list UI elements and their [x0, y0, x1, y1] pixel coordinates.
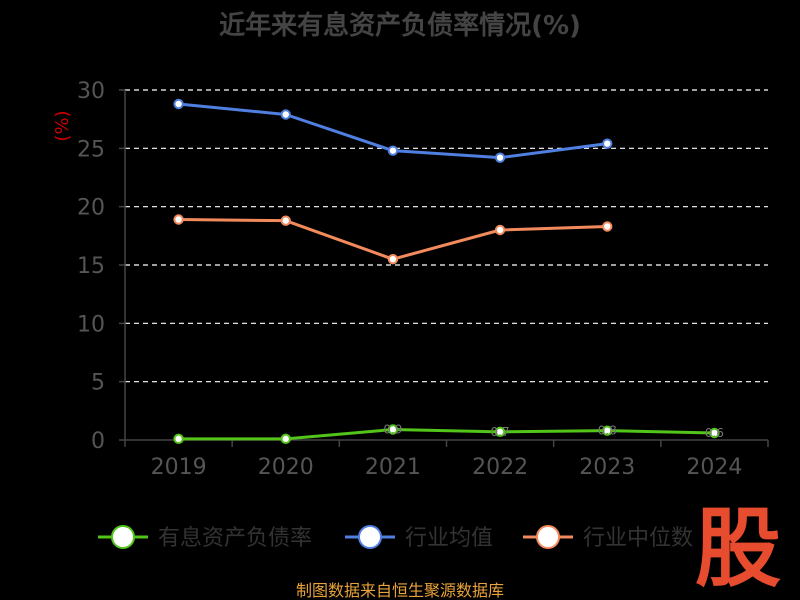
chart-title: 近年来有息资产负债率情况(%): [219, 10, 581, 41]
data-label: 0.6: [705, 426, 724, 440]
series-line: [178, 218, 608, 261]
legend-item: 有息资产负债率: [98, 525, 312, 551]
x-tick-label: 2023: [579, 455, 635, 480]
data-label: 0.7: [491, 425, 510, 439]
data-point: [280, 109, 291, 120]
data-point: [494, 152, 506, 163]
y-tick-label: 30: [77, 79, 105, 104]
y-tick-label: 15: [77, 254, 105, 279]
y-tick-label: 20: [77, 196, 105, 221]
watermark-glyph: 股: [695, 499, 781, 599]
legend-swatch-marker: [358, 525, 382, 549]
data-point: [494, 426, 506, 438]
data-point: [387, 145, 399, 156]
series-行业均值: [173, 98, 613, 163]
series-line: [178, 428, 715, 441]
legend-item: 行业均值: [345, 525, 493, 551]
data-point: [280, 433, 291, 445]
x-tick-label: 2024: [686, 455, 742, 480]
y-tick-label: 10: [77, 312, 105, 337]
data-point: [173, 98, 184, 110]
x-tick-label: 2022: [472, 455, 528, 480]
y-tick-label: 0: [91, 429, 105, 454]
data-point: [709, 427, 720, 439]
data-point: [173, 433, 184, 445]
data-point: [602, 221, 613, 232]
x-tick-label: 2019: [151, 455, 207, 480]
data-point: [280, 215, 291, 226]
legend-label: 有息资产负债率: [158, 526, 312, 551]
data-label: 0.9: [383, 423, 402, 437]
y-axis-label: (%): [52, 110, 73, 141]
series-有息资产负债率: 0.9 0.7 0.8 0.6: [173, 423, 724, 445]
data-label: 0.8: [598, 424, 617, 438]
data-point: [602, 425, 613, 436]
x-tick-label: 2021: [365, 455, 421, 480]
data-source-note: 制图数据来自恒生聚源数据库: [296, 581, 504, 600]
legend-label: 行业中位数: [583, 526, 693, 551]
x-tick-label: 2020: [258, 455, 314, 480]
data-point: [387, 253, 399, 265]
data-point: [602, 138, 613, 149]
data-point: [494, 224, 506, 236]
legend-item: 行业中位数: [523, 525, 693, 551]
data-point: [173, 214, 184, 225]
y-tick-label: 5: [91, 371, 105, 396]
series-行业中位数: [173, 214, 613, 265]
legend-label: 行业均值: [405, 526, 493, 551]
legend-swatch-marker: [111, 525, 135, 549]
legend-swatch-marker: [536, 525, 560, 549]
y-tick-label: 25: [77, 137, 105, 162]
data-point: [387, 424, 399, 435]
